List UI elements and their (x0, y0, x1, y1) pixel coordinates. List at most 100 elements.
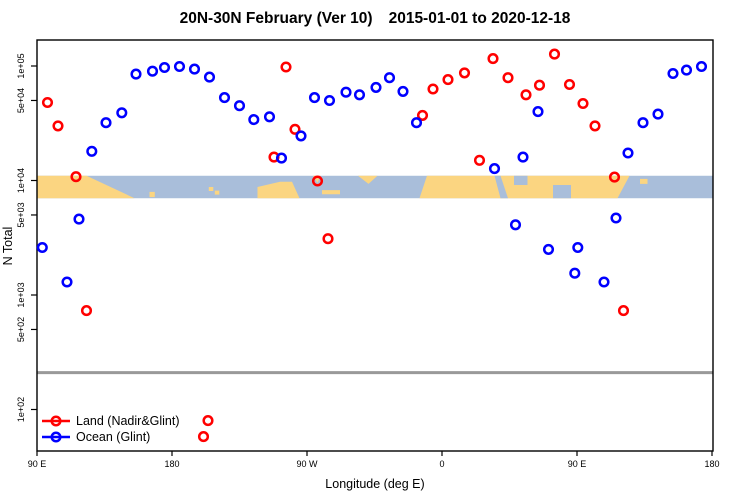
data-point-land (52, 120, 64, 132)
plot-frame-group (36, 39, 714, 452)
data-point-ocean (100, 117, 112, 129)
data-point-land (41, 96, 54, 109)
data-point-ocean (397, 85, 409, 97)
data-point-land (608, 171, 621, 183)
data-point-land (617, 305, 630, 317)
legend-label-land: Land (Nadir&Glint) (76, 414, 180, 428)
x-tick-label: 180 (164, 459, 179, 469)
data-point-land (416, 109, 429, 121)
data-point-ocean (695, 60, 708, 73)
data-point-ocean (248, 114, 260, 126)
map-strip-land (322, 190, 340, 195)
data-point-land (563, 78, 576, 91)
y-tick-label: 5e+04 (16, 88, 26, 113)
data-point-ocean (517, 151, 529, 163)
data-point-land (442, 74, 454, 86)
x-tick-label: 180 (704, 459, 719, 469)
data-point-ocean (218, 92, 231, 104)
data-point-ocean (61, 276, 73, 288)
y-tick-label: 5e+03 (16, 202, 26, 227)
data-point-land (311, 175, 324, 187)
data-point-ocean (680, 64, 693, 76)
y-axis-title: N Total (1, 227, 15, 266)
data-point-ocean (340, 86, 352, 98)
y-tick-label: 1e+05 (16, 53, 26, 78)
data-point-land (427, 83, 439, 95)
data-point-ocean (410, 117, 423, 129)
map-strip-land (149, 191, 155, 198)
y-tick-label: 5e+02 (16, 317, 26, 342)
data-point-ocean (667, 67, 679, 80)
data-point-land (289, 123, 301, 135)
data-point-ocean (637, 117, 649, 129)
y-tick-label: 1e+03 (16, 282, 26, 307)
plot-frame (36, 39, 714, 452)
data-point-land (322, 233, 334, 245)
x-tick-label: 0 (439, 459, 444, 469)
data-point-ocean (188, 63, 201, 75)
data-point-land (502, 72, 514, 84)
data-point-ocean (323, 94, 336, 107)
map-strip-land (358, 175, 378, 184)
data-point-ocean (572, 241, 584, 254)
x-axis-title: Longitude (deg E) (325, 477, 424, 491)
data-point-ocean (532, 106, 544, 118)
map-strip-ocean-notch (514, 175, 528, 185)
data-point-ocean (73, 213, 85, 225)
map-strip-land (214, 190, 220, 195)
data-point-ocean (569, 267, 581, 279)
data-point-ocean (308, 92, 321, 104)
axis-ticks: 90 E 180 90 W 0 90 E 180 1e+05 5e+04 1e+04 5e+03 1… (16, 53, 720, 469)
data-point-land (70, 171, 82, 183)
data-point-ocean (86, 145, 98, 157)
data-point-ocean (383, 72, 396, 84)
chart-title: 20N-30N February (Ver 10) 2015-01-01 to 2… (0, 10, 750, 28)
map-strip-ocean-notch (553, 185, 571, 199)
data-point-land (577, 97, 589, 110)
y-tick-label: 1e+04 (16, 168, 26, 193)
data-point-land (473, 154, 486, 166)
data-point-ocean (263, 111, 276, 123)
map-strip (37, 175, 713, 199)
legend-marker (50, 431, 62, 443)
data-point-ocean (370, 81, 382, 93)
data-point-land (202, 415, 214, 427)
map-strip-land (640, 178, 648, 184)
data-point-land (548, 48, 561, 60)
legend-marker (50, 415, 62, 427)
data-point-ocean (295, 130, 307, 142)
data-point-land (80, 305, 93, 317)
map-strip-land (419, 175, 630, 199)
data-point-ocean (36, 241, 48, 254)
data-point-land (487, 53, 499, 65)
data-point-land (589, 120, 601, 132)
data-point-ocean (203, 71, 216, 83)
data-point-ocean (509, 219, 522, 231)
data-point-ocean (652, 108, 664, 120)
map-strip-land (37, 175, 135, 199)
data-point-ocean (275, 152, 288, 164)
data-point-ocean (622, 147, 634, 159)
x-tick-label: 90 E (28, 459, 47, 469)
map-strip-land (208, 187, 214, 191)
x-tick-label: 90 E (568, 459, 587, 469)
data-point-ocean (353, 89, 366, 101)
data-point-ocean (488, 163, 501, 175)
title-region-label: 20N-30N February (Ver 10) (179, 10, 373, 27)
data-point-land (458, 67, 471, 79)
data-point-land (280, 61, 292, 73)
x-tick-label: 90 W (296, 459, 318, 469)
data-point-land (197, 431, 210, 443)
data-point-land (533, 79, 546, 91)
map-strip-land (257, 181, 300, 199)
data-point-ocean (130, 68, 142, 80)
data-point-ocean (146, 65, 159, 77)
y-tick-label: 1e+02 (16, 397, 26, 422)
legend-label-ocean: Ocean (Glint) (76, 430, 150, 444)
data-point-ocean (598, 276, 610, 288)
data-point-ocean (173, 60, 186, 73)
title-daterange-label: 2015-01-01 to 2020-12-18 (388, 10, 571, 27)
data-point-ocean (158, 61, 171, 74)
